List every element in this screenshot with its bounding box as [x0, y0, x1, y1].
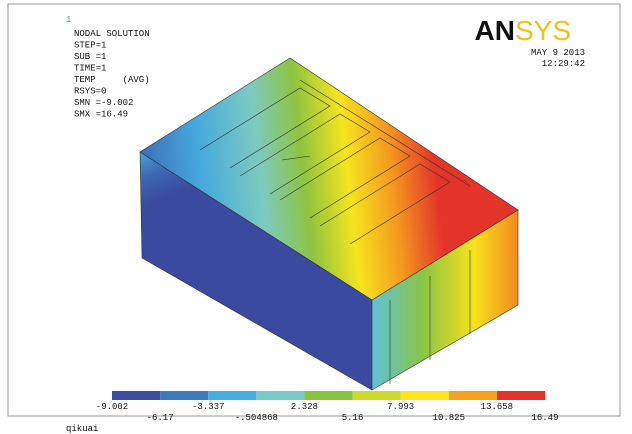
legend-label: 7.993	[387, 402, 414, 412]
window-number: 1	[66, 15, 71, 25]
info-line: TEMP (AVG)	[74, 75, 150, 85]
legend-band	[208, 391, 256, 400]
legend-label: -6.17	[147, 413, 174, 423]
info-line: TIME=1	[74, 64, 106, 74]
info-line: SMN =-9.002	[74, 98, 133, 108]
info-line: NODAL SOLUTION	[74, 29, 150, 39]
logo-sys: SYS	[515, 15, 571, 46]
legend-label: 16.49	[531, 413, 558, 423]
logo-an: AN	[475, 15, 515, 46]
ansys-window: 1 NODAL SOLUTION STEP=1SUB =1 TIME=1TEMP (…	[0, 0, 632, 434]
legend-band	[112, 391, 160, 400]
info-line: RSYS=0	[74, 87, 106, 97]
legend-band	[353, 391, 401, 400]
legend-band	[256, 391, 304, 400]
date: MAY 9 2013	[531, 48, 585, 58]
legend-label: 2.328	[291, 402, 318, 412]
legend-label: -3.337	[192, 402, 224, 412]
legend-band	[304, 391, 352, 400]
legend-label: 13.658	[481, 402, 513, 412]
legend-label: -9.002	[96, 402, 128, 412]
time: 12:29:42	[542, 59, 585, 69]
info-line: SMX =16.49	[74, 110, 128, 120]
legend-label: 5.16	[342, 413, 364, 423]
legend-label: -.504868	[235, 413, 278, 423]
legend-band	[160, 391, 208, 400]
info-line: SUB =1	[74, 52, 106, 62]
legend-band	[401, 391, 449, 400]
footer-title: qikuai	[66, 424, 98, 434]
legend-band	[497, 391, 545, 400]
legend-band	[449, 391, 497, 400]
info-line: STEP=1	[74, 41, 106, 51]
legend-label: 10.825	[433, 413, 465, 423]
